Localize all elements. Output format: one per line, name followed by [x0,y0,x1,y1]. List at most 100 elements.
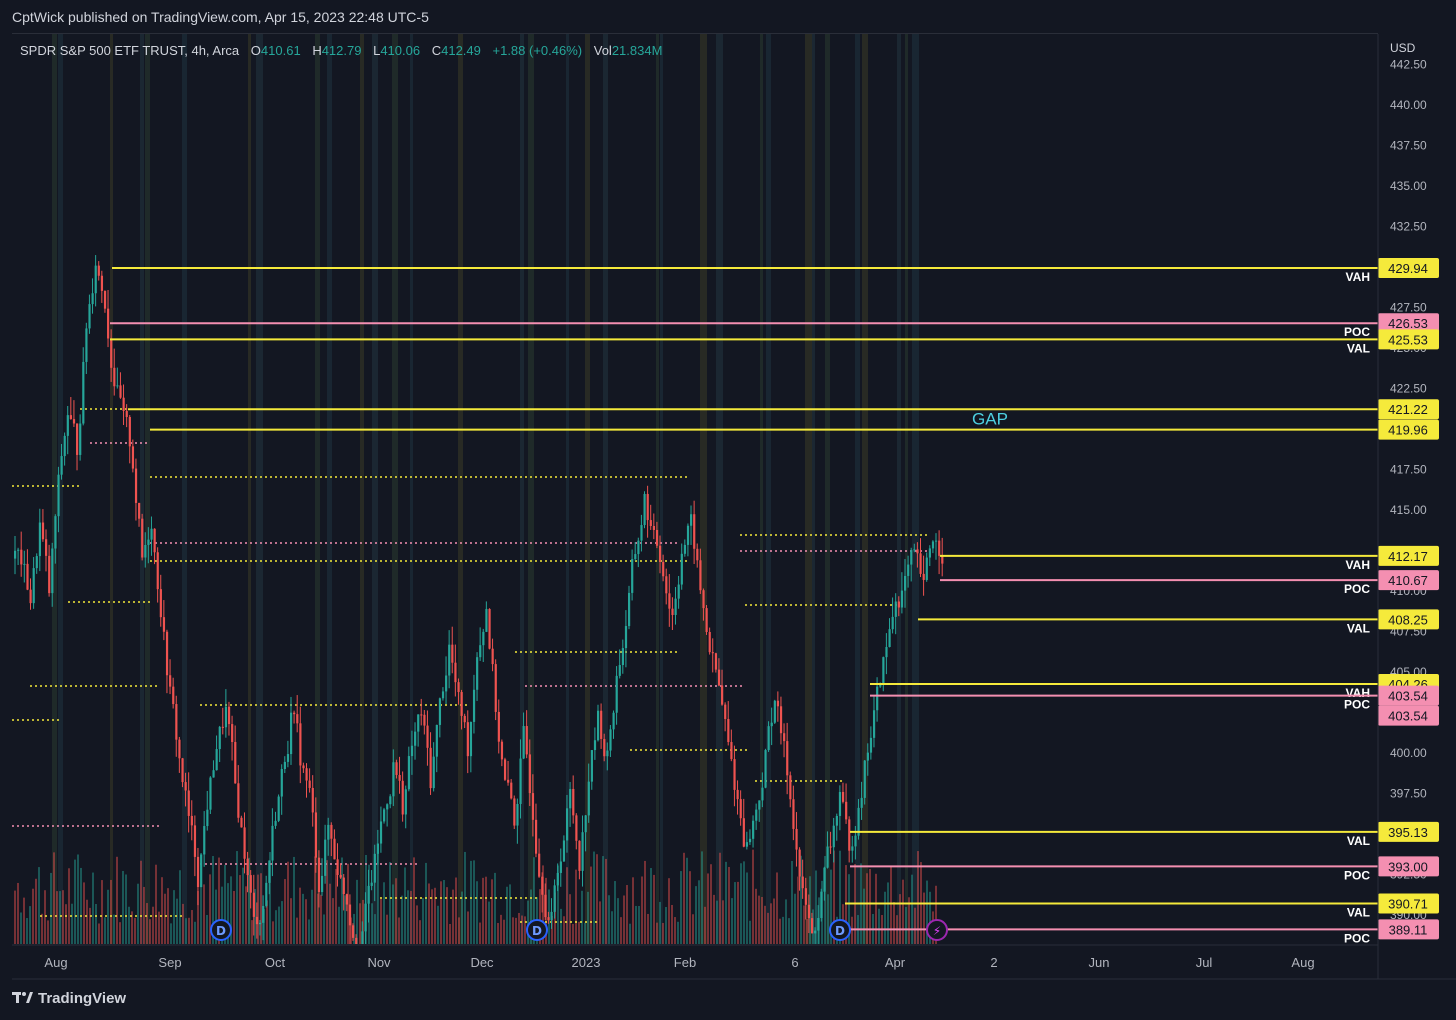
candle-body [370,882,373,886]
volume-bar [752,849,754,944]
candle-body [94,265,97,294]
volume-bar [914,907,916,944]
volume-bar [911,874,913,944]
candle-body [814,930,817,934]
candle-body [869,737,873,753]
level-tag-label: VAL [1347,834,1370,848]
volume-bar [563,916,565,944]
legend-close-label: C [431,43,442,58]
volume-bar [521,915,523,944]
candle-body [795,828,798,850]
session-band [145,34,150,944]
candle-body [113,367,116,387]
session-band [656,34,659,944]
volume-bar [50,872,52,944]
volume-bar [713,894,715,944]
candle-body [66,415,69,436]
candle-body [262,905,265,923]
candle-body [631,559,634,593]
candle-body [559,861,562,873]
candle-body [826,846,829,868]
candle-body [879,684,882,687]
candle-body [845,801,848,820]
x-tick-label: Aug [44,955,67,970]
candle-body [299,723,302,766]
volume-bar [746,872,748,944]
volume-bar [590,866,592,944]
candle-body [485,608,488,632]
volume-bar [581,890,583,944]
candle-body [621,648,624,666]
candle-body [801,876,804,889]
candle-body [857,807,860,836]
candle-body [572,788,575,816]
candle-body [491,648,494,665]
candle-body [497,711,500,742]
session-band [256,34,263,944]
volume-bar [803,905,805,944]
volume-bar [737,881,739,944]
volume-bar [17,882,19,944]
level-price-label: 412.17 [1388,549,1428,564]
volume-bar [428,883,430,944]
candle-body [525,726,528,755]
volume-bar [800,855,802,944]
volume-bar [41,913,43,944]
volume-bar [158,911,160,944]
candle-body [885,647,888,658]
volume-bar [194,921,196,944]
candle-body [355,937,358,944]
currency-label[interactable]: USD [1390,41,1416,55]
candle-body [373,853,376,883]
volume-bar [740,863,742,944]
candle-body [249,875,252,893]
volume-bar [284,879,286,944]
candle-body [686,525,690,545]
volume-bar [341,857,343,944]
volume-bar [320,894,322,944]
level-tag-label: VAH [1346,558,1370,572]
legend-close: 412.49 [441,43,481,58]
candle-body [401,780,404,815]
earnings-marker [926,919,948,941]
volume-bar [260,873,262,944]
volume-bar [248,857,250,944]
candle-body [696,548,699,561]
session-band [603,34,608,944]
candle-body [472,689,476,722]
volume-bar [476,881,478,944]
volume-bar [698,880,700,944]
candle-body [336,859,339,875]
candle-body [910,550,913,565]
session-band [905,34,908,944]
volume-bar [188,917,190,944]
candle-body [184,782,187,791]
volume-bar [62,890,64,944]
volume-bar [122,870,124,944]
volume-bar [584,922,586,944]
tradingview-brand[interactable]: TradingView [12,990,126,1007]
volume-bar [371,903,373,944]
x-tick-label: 2 [990,955,997,970]
volume-bar [608,895,610,944]
volume-bar [440,881,442,944]
candle-body [708,632,711,653]
candle-body [476,657,479,690]
y-tick-label: 397.50 [1390,787,1427,801]
chart-area[interactable] [12,33,1378,946]
volume-bar [332,898,334,944]
volume-bar [203,884,205,944]
dividend-marker [526,919,548,941]
volume-bar [365,854,367,944]
candle-body [773,700,776,723]
session-band [912,34,919,944]
y-tick-label: 437.50 [1390,139,1427,153]
candle-body [417,714,420,732]
volume-bar [350,917,352,944]
volume-bar [104,917,106,944]
candle-body [138,502,141,519]
session-band [140,34,144,944]
session-band [327,34,332,944]
candle-body [711,652,714,654]
